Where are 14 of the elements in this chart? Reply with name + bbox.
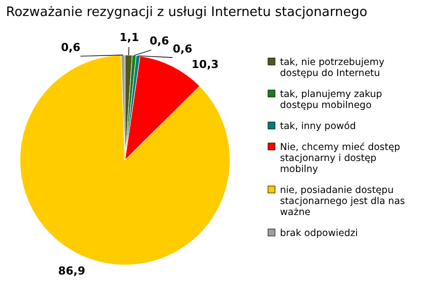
data-label: 86,9 bbox=[58, 264, 86, 278]
legend-label: Nie, chcemy mieć dostęp stacjonarny i dostęp mobilny bbox=[280, 142, 400, 175]
legend-label: tak, nie potrzebujemy dostępu do Internetu bbox=[280, 57, 385, 79]
data-label: 10,3 bbox=[192, 58, 219, 72]
legend-label: tak, inny powód bbox=[280, 121, 356, 132]
data-label: 0,6 bbox=[60, 40, 81, 54]
legend-label: nie, posiadanie dostępu stacjonarnego jest dla nas ważne bbox=[280, 185, 406, 218]
legend-label: brak odpowiedzi bbox=[280, 228, 358, 239]
data-label: 1,1 bbox=[119, 31, 139, 44]
data-label: 0,6 bbox=[150, 34, 170, 48]
pie-slice bbox=[20, 54, 230, 266]
legend-label: tak, planujemy zakup dostępu mobilnego bbox=[280, 89, 382, 111]
chart-title: Rozważanie rezygnacji z usługi Internetu stacjonarnego bbox=[6, 5, 368, 20]
data-label: 0,6 bbox=[172, 42, 193, 56]
